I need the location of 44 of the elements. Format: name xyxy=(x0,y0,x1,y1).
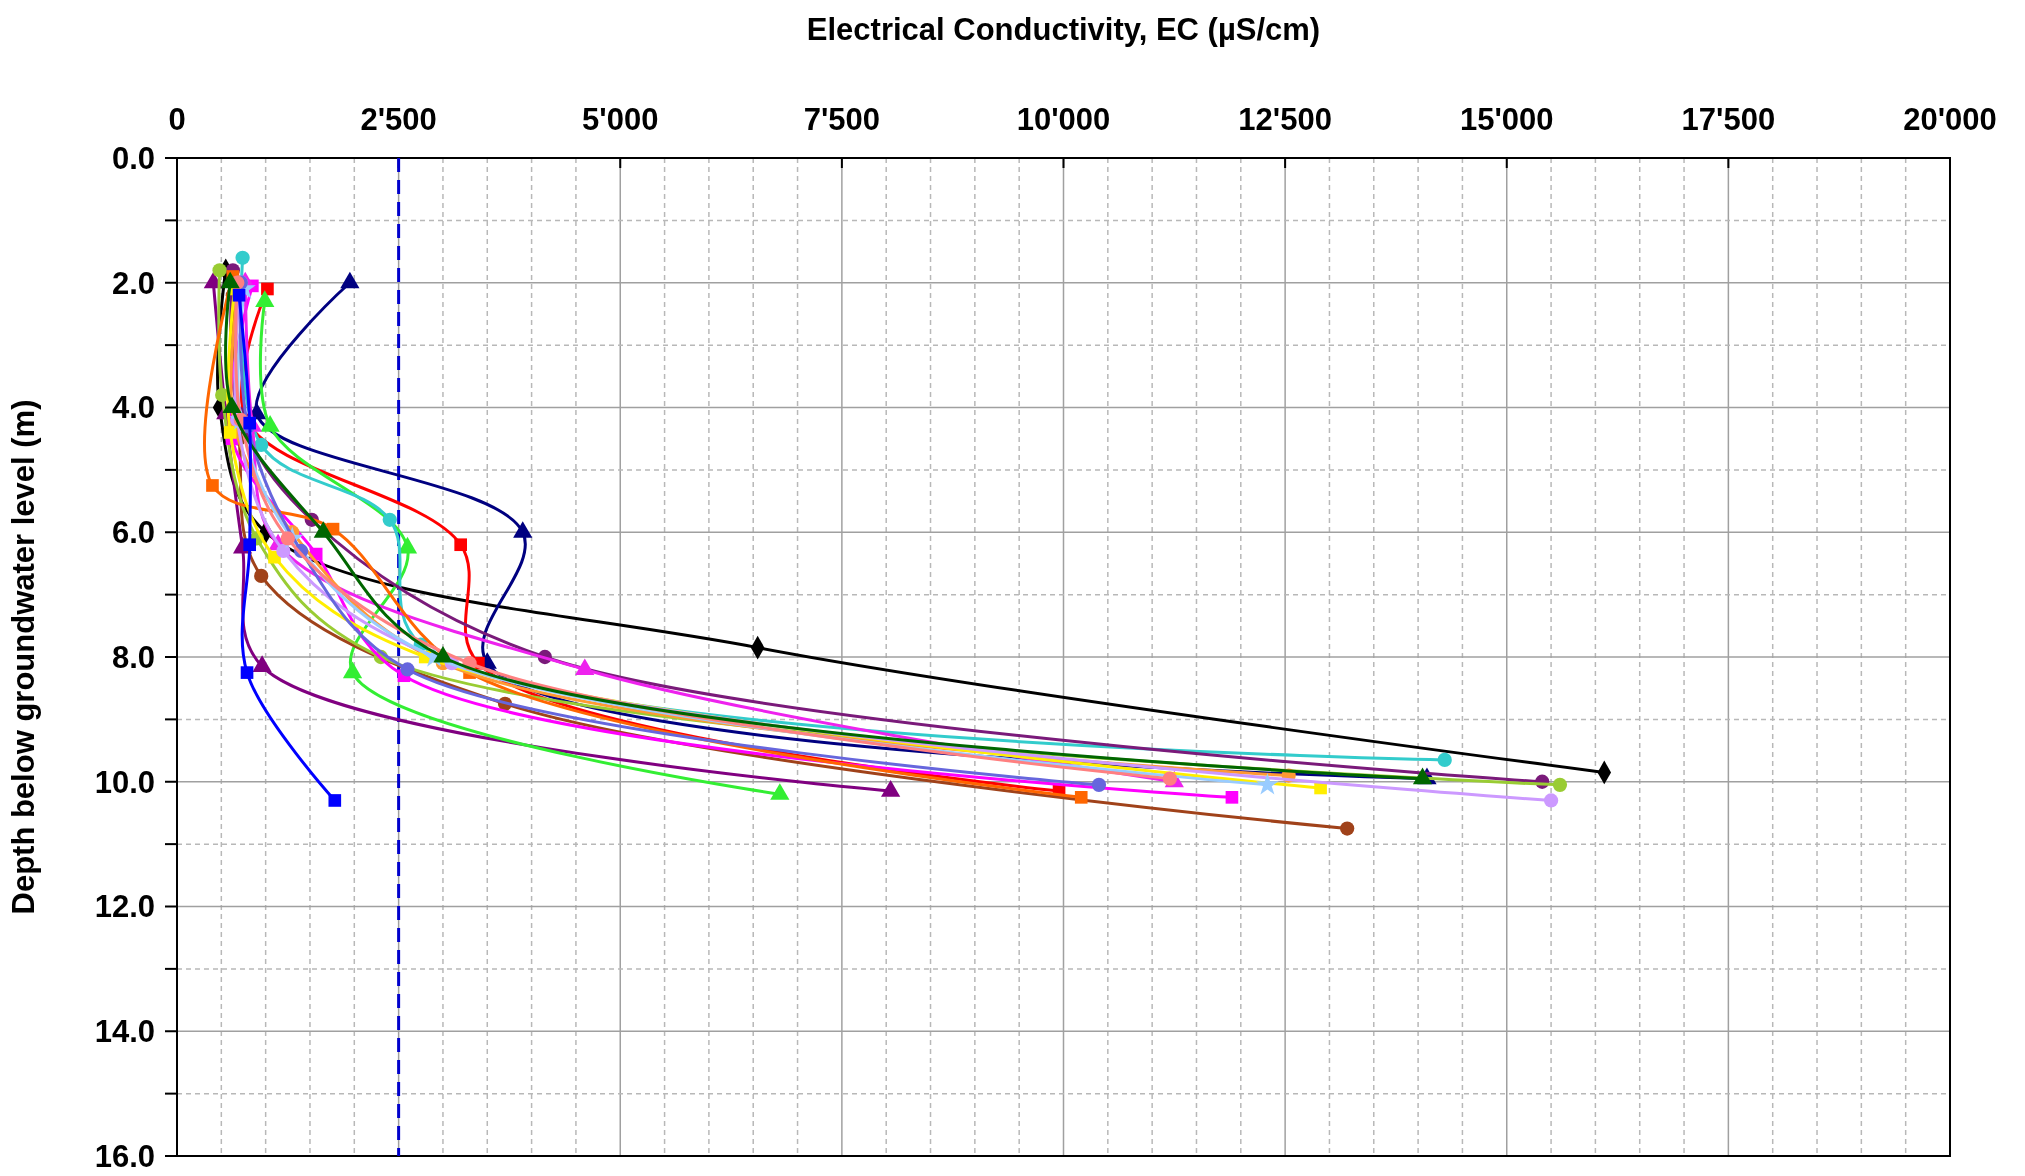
y-tick-label: 12.0 xyxy=(94,889,155,925)
point xyxy=(235,250,250,265)
y-tick-label: 16.0 xyxy=(94,1138,155,1174)
point xyxy=(243,416,257,430)
x-tick-label: 17'500 xyxy=(1681,102,1776,137)
point xyxy=(206,479,219,492)
point xyxy=(1437,752,1452,768)
x-tick-label: 2'500 xyxy=(360,102,437,137)
point xyxy=(1340,821,1355,836)
point xyxy=(1256,772,1279,795)
y-tick-label: 8.0 xyxy=(111,639,155,675)
point xyxy=(382,512,397,527)
point xyxy=(454,538,467,552)
x-axis-title: Electrical Conductivity, EC (µS/cm) xyxy=(806,12,1321,47)
point xyxy=(261,282,274,296)
point xyxy=(1162,771,1178,786)
point xyxy=(223,426,237,439)
y-axis-title: Depth below groundwater level (m) xyxy=(6,399,41,915)
x-tick-label: 7'500 xyxy=(803,102,881,137)
x-tick-label: 0 xyxy=(168,102,186,137)
y-tick-label: 6.0 xyxy=(111,515,155,551)
point xyxy=(1074,791,1088,804)
y-tick-label: 4.0 xyxy=(111,390,155,426)
x-tick-label: 10'000 xyxy=(1016,102,1111,137)
point xyxy=(232,288,246,302)
point xyxy=(1091,777,1107,792)
x-tick-label: 15'000 xyxy=(1459,102,1554,137)
point xyxy=(254,437,269,453)
point xyxy=(240,666,254,679)
y-tick-label: 10.0 xyxy=(94,764,155,800)
point xyxy=(276,543,291,559)
x-tick-label: 12'500 xyxy=(1238,102,1332,137)
point xyxy=(212,263,227,278)
x-tick-label: 5'000 xyxy=(582,102,659,137)
point xyxy=(328,794,342,807)
point xyxy=(400,662,415,677)
point xyxy=(1543,793,1559,808)
point xyxy=(1225,791,1239,804)
x-tick-label: 20'000 xyxy=(1903,102,1997,137)
y-tick-label: 0.0 xyxy=(111,140,155,176)
y-tick-label: 2.0 xyxy=(111,265,155,301)
point xyxy=(1552,777,1568,792)
point xyxy=(254,568,269,584)
y-tick-label: 14.0 xyxy=(94,1014,155,1050)
